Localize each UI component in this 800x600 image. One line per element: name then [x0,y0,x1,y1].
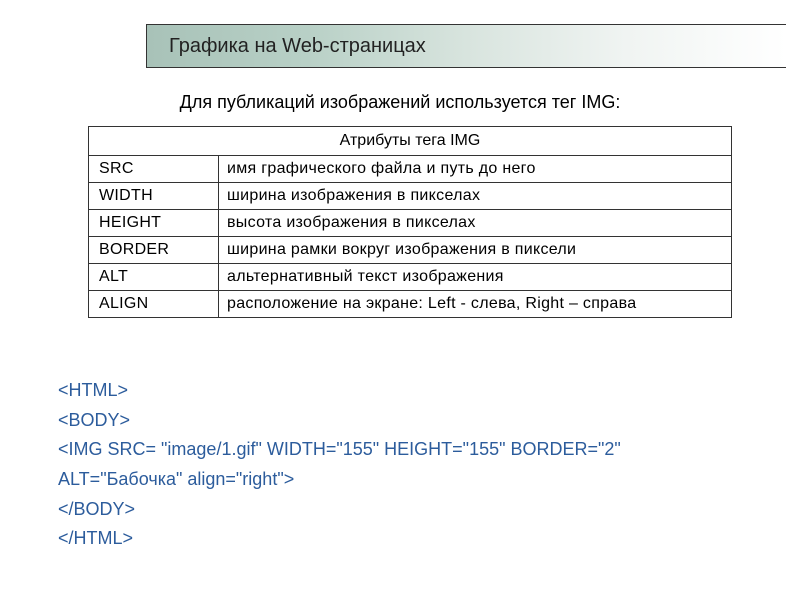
table-header: Атрибуты тега IMG [89,127,732,156]
page-title: Графика на Web-страницах [169,35,426,58]
title-bar: Графика на Web-страницах [146,24,786,68]
attr-cell: ALT [89,264,219,291]
attr-cell: SRC [89,156,219,183]
desc-cell: альтернативный текст изображения [219,264,732,291]
table-row: BORDER ширина рамки вокруг изображения в… [89,237,732,264]
desc-cell: расположение на экране: Left - слева, Ri… [219,291,732,318]
code-line: <BODY> [58,406,621,436]
code-line: ALT="Бабочка" align="right"> [58,465,621,495]
intro-text: Для публикаций изображений используется … [0,92,800,113]
code-line: </BODY> [58,495,621,525]
table-row: SRC имя графического файла и путь до нег… [89,156,732,183]
code-line: <HTML> [58,376,621,406]
table-row: WIDTH ширина изображения в пикселах [89,183,732,210]
attr-cell: HEIGHT [89,210,219,237]
desc-cell: ширина изображения в пикселах [219,183,732,210]
desc-cell: высота изображения в пикселах [219,210,732,237]
desc-cell: ширина рамки вокруг изображения в пиксел… [219,237,732,264]
attributes-table: Атрибуты тега IMG SRC имя графического ф… [88,126,732,318]
code-line: <IMG SRC= "image/1.gif" WIDTH="155" HEIG… [58,435,621,465]
table-row: ALIGN расположение на экране: Left - сле… [89,291,732,318]
attr-cell: ALIGN [89,291,219,318]
attr-cell: WIDTH [89,183,219,210]
code-line: </HTML> [58,524,621,554]
table-row: ALT альтернативный текст изображения [89,264,732,291]
desc-cell: имя графического файла и путь до него [219,156,732,183]
code-example: <HTML> <BODY> <IMG SRC= "image/1.gif" WI… [58,376,621,554]
table-row: HEIGHT высота изображения в пикселах [89,210,732,237]
attr-cell: BORDER [89,237,219,264]
